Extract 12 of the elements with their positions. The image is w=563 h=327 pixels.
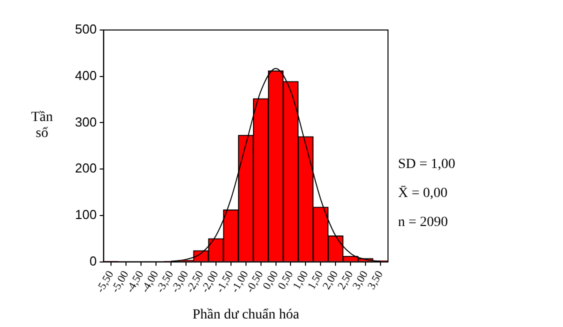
y-tick-label: 500 — [74, 22, 97, 37]
text: X̄ = 0,00 — [398, 185, 449, 203]
y-tick-label: 300 — [74, 114, 97, 130]
text: n = 2090 — [398, 214, 449, 232]
text: SD = 1,00 — [398, 156, 456, 174]
y-tick-label: 200 — [74, 160, 97, 176]
x-axis-title: Phần dư chuẩn hóa — [192, 307, 300, 322]
y-tick-label: 100 — [74, 206, 97, 222]
y-tick-label: 0 — [89, 253, 97, 268]
y-tick-label: 400 — [74, 68, 97, 83]
x-tick-label: 3,50 — [366, 268, 386, 292]
y-axis-title: Tần số — [30, 110, 54, 142]
